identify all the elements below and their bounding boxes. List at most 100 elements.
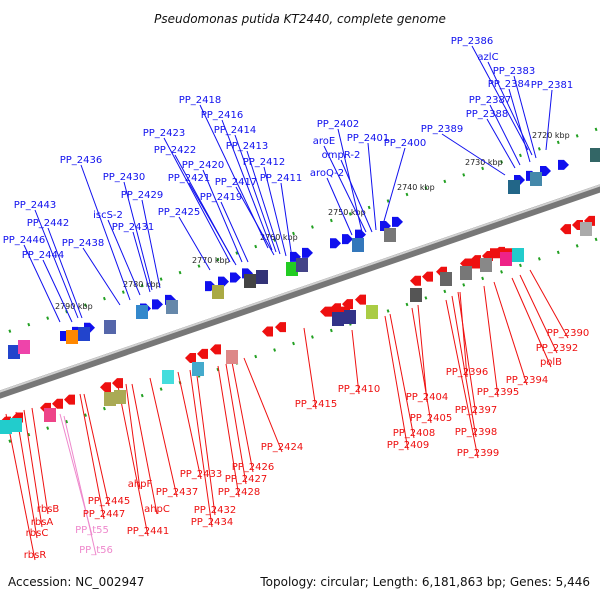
plus-strand-gene-arrow [342,234,353,245]
gene-label-pp-2436[interactable]: PP_2436 [60,155,103,166]
leader-line-pp-2413 [246,150,281,255]
gene-label-pp-2431[interactable]: PP_2431 [112,222,155,233]
gene-label-pp-2402[interactable]: PP_2402 [317,119,360,130]
gene-label-pp-2410[interactable]: PP_2410 [338,384,381,395]
minus-strand-gene-arrow [64,394,75,405]
gene-expression-tile [410,288,422,302]
gene-expression-tile [256,270,268,284]
gene-label-pp-2420[interactable]: PP_2420 [182,160,225,171]
gene-expression-tile [136,305,148,319]
gene-label-pp-t56[interactable]: PP_t56 [79,545,113,556]
leader-line-pp-2419 [220,201,249,263]
gene-label-pp-2430[interactable]: PP_2430 [103,172,146,183]
gene-label-pp-2400[interactable]: PP_2400 [384,138,427,149]
gene-label-rbsc[interactable]: rbsC [26,528,49,539]
gene-expression-tile [384,228,396,242]
gene-label-pp-2427[interactable]: PP_2427 [225,474,268,485]
leader-line-pp-2400 [381,147,406,229]
gene-label-pp-2441[interactable]: PP_2441 [127,526,170,537]
gene-label-pp-2397[interactable]: PP_2397 [455,405,498,416]
gene-label-pp-2424[interactable]: PP_2424 [261,442,304,453]
leader-line-pp-2441 [117,385,149,537]
gene-label-pp-2398[interactable]: PP_2398 [455,427,498,438]
gene-label-rbsr[interactable]: rbsR [24,550,47,561]
gene-label-pp-2429[interactable]: PP_2429 [121,190,164,201]
gene-label-pp-2437[interactable]: PP_2437 [156,487,199,498]
gene-label-pp-2414[interactable]: PP_2414 [214,125,257,136]
gene-label-pp-2401[interactable]: PP_2401 [347,133,390,144]
gene-label-pp-2432[interactable]: PP_2432 [194,505,237,516]
gene-label-pp-2386[interactable]: PP_2386 [451,36,494,47]
gene-label-pp-2444[interactable]: PP_2444 [22,250,65,261]
leader-line-pp-2438 [82,247,121,306]
gene-label-pp-2421[interactable]: PP_2421 [168,173,211,184]
gene-label-ompr-2[interactable]: ompR-2 [322,150,361,161]
gene-label-azlc[interactable]: azlC [477,52,498,63]
leader-line-rbsr [5,413,36,561]
gene-label-pp-2419[interactable]: PP_2419 [200,192,243,203]
gene-label-pp-2422[interactable]: PP_2422 [154,145,197,156]
gene-expression-tile [480,258,492,272]
gene-label-iscs-2[interactable]: iscS-2 [93,210,123,221]
gene-expression-tile [296,258,308,272]
gene-label-aroq-2[interactable]: aroQ-2 [310,168,344,179]
gene-label-pp-2426[interactable]: PP_2426 [232,462,275,473]
gene-label-pp-2381[interactable]: PP_2381 [531,80,574,91]
leader-line-pp-2397 [457,291,477,416]
plus-strand-gene-arrow [558,159,569,170]
plus-strand-gene-arrow [230,272,241,283]
gene-label-pp-2394[interactable]: PP_2394 [506,375,549,386]
gene-label-pp-2443[interactable]: PP_2443 [14,200,57,211]
gene-label-pp-2433[interactable]: PP_2433 [180,469,223,480]
gene-labels: PP_2386 azlC PP_2383 PP_2384 PP_2381 PP_2387 P… [3,36,590,561]
leader-line-pp-2398 [451,295,477,438]
gene-label-rbsa[interactable]: rbsA [31,517,54,528]
gene-label-pp-2423[interactable]: PP_2423 [143,128,186,139]
gene-label-pp-2383[interactable]: PP_2383 [493,66,536,77]
gene-label-pp-2413[interactable]: PP_2413 [226,141,269,152]
gene-expression-tile [166,300,178,314]
gene-label-pp-2445[interactable]: PP_2445 [88,496,131,507]
gene-label-pp-2396[interactable]: PP_2396 [446,367,489,378]
gene-label-pp-2395[interactable]: PP_2395 [477,387,520,398]
gene-label-pp-2411[interactable]: PP_2411 [260,173,303,184]
gene-label-pp-2418[interactable]: PP_2418 [179,95,222,106]
gene-label-pp-2428[interactable]: PP_2428 [218,487,261,498]
gene-expression-tile [344,310,356,324]
gene-label-pp-2387[interactable]: PP_2387 [469,95,512,106]
gene-label-pp-2408[interactable]: PP_2408 [393,428,436,439]
gene-label-pp-2405[interactable]: PP_2405 [410,413,453,424]
gene-label-pp-2390[interactable]: PP_2390 [547,328,590,339]
leader-line-pp-2443 [34,209,79,319]
leader-line-aroe [323,145,367,233]
gene-expression-tile [8,345,20,359]
gene-label-pp-2425[interactable]: PP_2425 [158,207,201,218]
leader-line-pp-2430 [123,181,153,291]
gene-label-pp-2409[interactable]: PP_2409 [387,440,430,451]
label-leader-lines [5,45,569,561]
gene-label-aroe[interactable]: aroE [313,136,335,147]
gene-label-pp-2389[interactable]: PP_2389 [421,124,464,135]
gene-label-pp-2388[interactable]: PP_2388 [466,109,509,120]
leader-line-pp-2405 [411,307,432,424]
gene-label-pp-2442[interactable]: PP_2442 [27,218,70,229]
gene-label-pp-2434[interactable]: PP_2434 [191,517,234,528]
gene-label-pp-2438[interactable]: PP_2438 [62,238,105,249]
gene-label-pp-2392[interactable]: PP_2392 [536,343,579,354]
leader-line-aroq-2 [326,177,353,236]
gene-label-pp-2417[interactable]: PP_2417 [215,177,258,188]
gene-label-pp-2446[interactable]: PP_2446 [3,235,46,246]
gene-label-pp-2415[interactable]: PP_2415 [295,399,338,410]
gene-label-pp-2404[interactable]: PP_2404 [406,392,449,403]
gene-label-pp-t55[interactable]: PP_t55 [75,525,109,536]
gene-label-pp-2416[interactable]: PP_2416 [201,110,244,121]
leader-line-rbsa [23,409,43,528]
gene-label-pp-2412[interactable]: PP_2412 [243,157,286,168]
gene-label-pp-2447[interactable]: PP_2447 [83,509,126,520]
gene-label-pp-2384[interactable]: PP_2384 [488,79,531,90]
gene-label-ahpf[interactable]: ahpF [128,479,153,490]
gene-label-ahpc[interactable]: ahpC [144,504,170,515]
gene-label-rbsb[interactable]: rbsB [37,504,60,515]
gene-label-pp-2399[interactable]: PP_2399 [457,448,500,459]
gene-label-polb[interactable]: polB [540,357,562,368]
